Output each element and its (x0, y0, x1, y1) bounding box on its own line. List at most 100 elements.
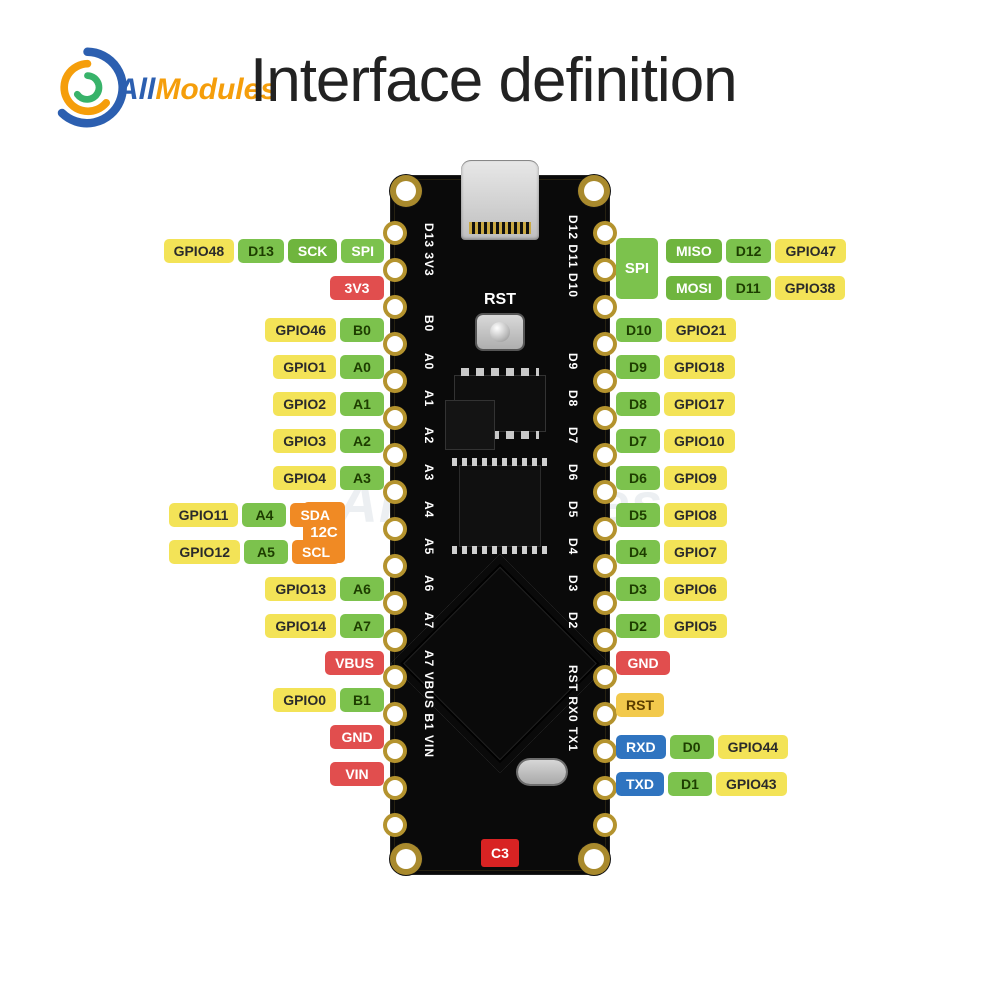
pin-tag-d9: D9 (616, 355, 660, 379)
pin-hole-icon (597, 780, 613, 796)
pin-tag-rxd: RXD (616, 735, 666, 759)
pin-tag-b1: B1 (340, 688, 384, 712)
pin-hole-icon (597, 484, 613, 500)
pin-row: GPIO14A7 (265, 613, 384, 639)
c3-label: C3 (481, 839, 519, 867)
silk-left-10: VIN (422, 735, 436, 758)
pin-row: GPIO2A1 (273, 391, 384, 417)
pin-hole-icon (387, 521, 403, 537)
pin-tag-3v3: 3V3 (330, 276, 384, 300)
silk-top-left: D13 3V3 (422, 223, 436, 277)
pin-row: GPIO13A6 (265, 576, 384, 602)
pin-row: GND (330, 724, 384, 750)
silk-right-4: D5 (566, 501, 580, 518)
pin-tag-gpio9: GPIO9 (664, 466, 727, 490)
pin-tag-a0: A0 (340, 355, 384, 379)
pin-hole-icon (597, 299, 613, 315)
reset-button[interactable] (477, 315, 523, 349)
pin-hole-icon (597, 410, 613, 426)
pin-tag-gnd: GND (616, 651, 670, 675)
pin-tag-d5: D5 (616, 503, 660, 527)
pin-tag-gpio43: GPIO43 (716, 772, 787, 796)
pin-tag-gpio10: GPIO10 (664, 429, 735, 453)
pin-tag-gpio44: GPIO44 (718, 735, 789, 759)
silk-left-9: A7 VBUS B1 (422, 650, 436, 731)
pin-hole-icon (387, 780, 403, 796)
silk-right-3: D6 (566, 464, 580, 481)
pin-hole-icon (387, 558, 403, 574)
crystal-icon (518, 760, 566, 784)
pin-row: MOSID11GPIO38 (616, 275, 845, 301)
pin-hole-icon (597, 521, 613, 537)
pin-hole-icon (597, 632, 613, 648)
silk-right-2: D7 (566, 427, 580, 444)
pin-hole-icon (597, 595, 613, 611)
pin-tag-gpio11: GPIO11 (169, 503, 239, 527)
pin-hole-icon (387, 225, 403, 241)
pin-hole-icon (387, 447, 403, 463)
pin-row: GPIO12A5SCL (169, 539, 384, 565)
pin-tag-gpio46: GPIO46 (265, 318, 336, 342)
pin-hole-icon (387, 336, 403, 352)
pin-hole-icon (597, 336, 613, 352)
rst-silk-label: RST (484, 291, 516, 309)
pin-hole-icon (387, 595, 403, 611)
silk-right-7: D2 (566, 612, 580, 629)
pin-hole-icon (597, 225, 613, 241)
mid-ic-icon (459, 465, 541, 547)
pin-tag-sck: SCK (288, 239, 338, 263)
pin-hole-icon (387, 817, 403, 833)
pin-row: GPIO3A2 (273, 428, 384, 454)
pin-tag-gpio14: GPIO14 (265, 614, 336, 638)
pin-hole-icon (597, 373, 613, 389)
pin-tag-gpio0: GPIO0 (273, 688, 336, 712)
small-ic-icon (445, 400, 495, 450)
pin-row: D8GPIO17 (616, 391, 735, 417)
pin-tag-a6: A6 (340, 577, 384, 601)
pin-row: D4GPIO7 (616, 539, 727, 565)
edge-pins-right (598, 175, 612, 875)
pin-row: GPIO46B0 (265, 317, 384, 343)
silk-right-8: RST RX0 TX1 (566, 665, 580, 752)
pin-row: 3V3 (330, 275, 384, 301)
pin-row: D2GPIO5 (616, 613, 727, 639)
pin-row: GPIO1A0 (273, 354, 384, 380)
pin-tag-d0: D0 (670, 735, 714, 759)
pin-tag-gpio21: GPIO21 (666, 318, 737, 342)
pin-tag-d2: D2 (616, 614, 660, 638)
pin-row: D10GPIO21 (616, 317, 736, 343)
page-title: Interface definition (250, 45, 737, 116)
pin-tag-vin: VIN (330, 762, 384, 786)
pin-tag-gpio8: GPIO8 (664, 503, 727, 527)
pin-row: GND (616, 650, 670, 676)
silk-right-1: D8 (566, 390, 580, 407)
silk-right-5: D4 (566, 538, 580, 555)
pin-tag-gpio5: GPIO5 (664, 614, 727, 638)
pin-tag-vbus: VBUS (325, 651, 384, 675)
pin-tag-a4: A4 (242, 503, 286, 527)
pin-hole-icon (387, 743, 403, 759)
pin-tag-d11: D11 (726, 276, 771, 300)
pin-hole-icon (387, 484, 403, 500)
pin-tag-spi: SPI (341, 239, 384, 263)
pin-hole-icon (387, 706, 403, 722)
pin-row: VBUS (325, 650, 384, 676)
silk-top-right: D12 D11 D10 (566, 215, 580, 298)
pin-hole-icon (387, 262, 403, 278)
logo: AllModules (45, 45, 245, 135)
pin-row: D5GPIO8 (616, 502, 727, 528)
pin-tag-txd: TXD (616, 772, 664, 796)
pin-row: GPIO4A3 (273, 465, 384, 491)
pin-row: MISOD12GPIO47 (616, 238, 846, 264)
pin-tag-gpio2: GPIO2 (273, 392, 336, 416)
pin-row: GPIO11A4SDA (169, 502, 384, 528)
edge-pins-left (388, 175, 402, 875)
pin-tag-a2: A2 (340, 429, 384, 453)
silk-left-3: A2 (422, 427, 436, 444)
pin-hole-icon (387, 373, 403, 389)
usb-c-connector (461, 160, 539, 240)
silk-left-8: A7 (422, 612, 436, 629)
pin-tag-a1: A1 (340, 392, 384, 416)
pin-hole-icon (387, 410, 403, 426)
pin-hole-icon (597, 706, 613, 722)
